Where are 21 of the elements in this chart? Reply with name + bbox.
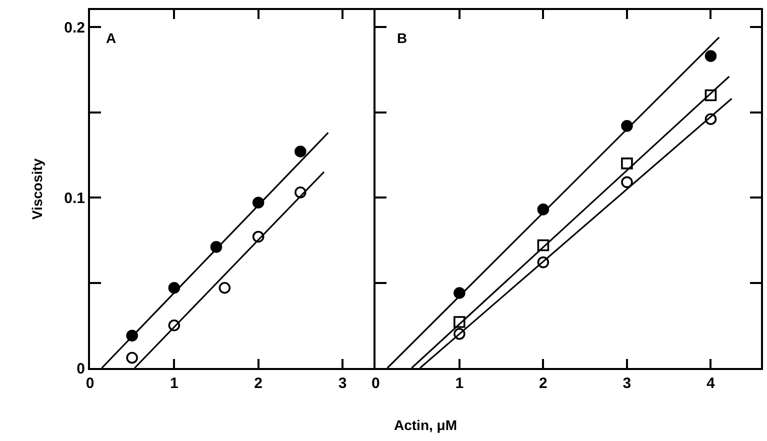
- x-tick-label: 3: [622, 375, 632, 392]
- y-tick-label: 0.2: [64, 19, 85, 36]
- x-tick-label: 1: [455, 375, 464, 392]
- point: [621, 176, 633, 188]
- text: A: [106, 30, 116, 46]
- x-tick-label: 2: [539, 375, 548, 392]
- point: [621, 158, 633, 170]
- point: [218, 282, 231, 294]
- y-tick-label: 0: [76, 360, 85, 378]
- x-tick-label: 1: [170, 375, 178, 392]
- text: B: [397, 30, 408, 46]
- point: [126, 352, 138, 364]
- x-tick-label: 3: [338, 375, 347, 392]
- x-tick-label: 2: [254, 375, 262, 392]
- point: [704, 50, 717, 62]
- x-tick-label: 0: [371, 375, 380, 392]
- x-tick-label: 4: [706, 375, 716, 392]
- y-axis-title: Viscosity: [29, 158, 46, 220]
- y-tick-label: 0.1: [64, 190, 85, 207]
- x-axis-title: Actin, μM: [394, 417, 458, 433]
- point: [294, 146, 306, 158]
